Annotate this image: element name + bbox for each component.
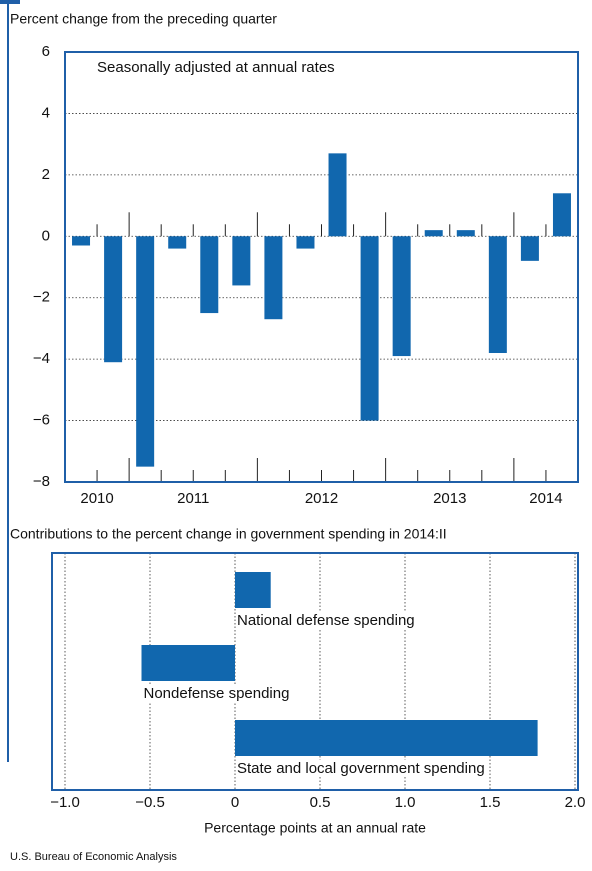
bar [552,193,571,237]
bar [296,236,315,249]
x-tick-label: 2010 [80,490,113,507]
y-tick-label: −6 [33,412,50,429]
bar-label: National defense spending [237,612,415,629]
x-tick-label: 1.0 [395,794,416,811]
bar [264,236,283,320]
bar [456,230,475,237]
chart-title: Contributions to the percent change in g… [10,526,447,542]
bar [235,572,271,608]
y-tick-label: 6 [42,43,50,60]
x-tick-label: 0 [231,794,239,811]
x-axis-label: Percentage points at an annual rate [204,820,426,836]
y-tick-label: 2 [42,166,50,183]
bar [360,236,379,421]
annotation: Seasonally adjusted at annual rates [97,59,335,76]
bar [392,236,411,357]
plot-frame [64,51,579,483]
bar-label: State and local government spending [237,760,485,777]
bar [232,236,251,286]
y-tick-label: 0 [42,227,50,244]
y-tick-label: 4 [42,104,50,121]
plot-frame [51,552,579,791]
x-tick-label: 2013 [433,490,466,507]
label-background [237,759,485,777]
y-tick-label: −2 [33,289,50,306]
x-tick-label: 2014 [529,490,562,507]
label-background [237,611,415,629]
x-tick-label: 2.0 [565,794,586,811]
bar [200,236,219,314]
bar [424,230,443,237]
bar [141,645,235,681]
bar [104,236,123,363]
bar [520,236,539,261]
bar [72,236,91,246]
x-tick-label: 1.5 [480,794,501,811]
bar [168,236,187,249]
y-tick-label: −4 [33,350,50,367]
bar [488,236,507,353]
bar-label: Nondefense spending [144,685,290,702]
y-tick-label: −8 [33,473,50,490]
label-background [143,684,290,702]
bar [136,236,155,467]
x-tick-label: −1.0 [50,794,80,811]
x-tick-label: −0.5 [135,794,165,811]
bar [235,720,538,756]
x-tick-label: 2012 [305,490,338,507]
chart-title: Percent change from the preceding quarte… [10,11,277,27]
bar [328,153,347,237]
header-strip [0,0,20,4]
x-tick-label: 2011 [177,490,209,507]
source: U.S. Bureau of Economic Analysis [10,851,177,863]
x-tick-label: 0.5 [310,794,331,811]
